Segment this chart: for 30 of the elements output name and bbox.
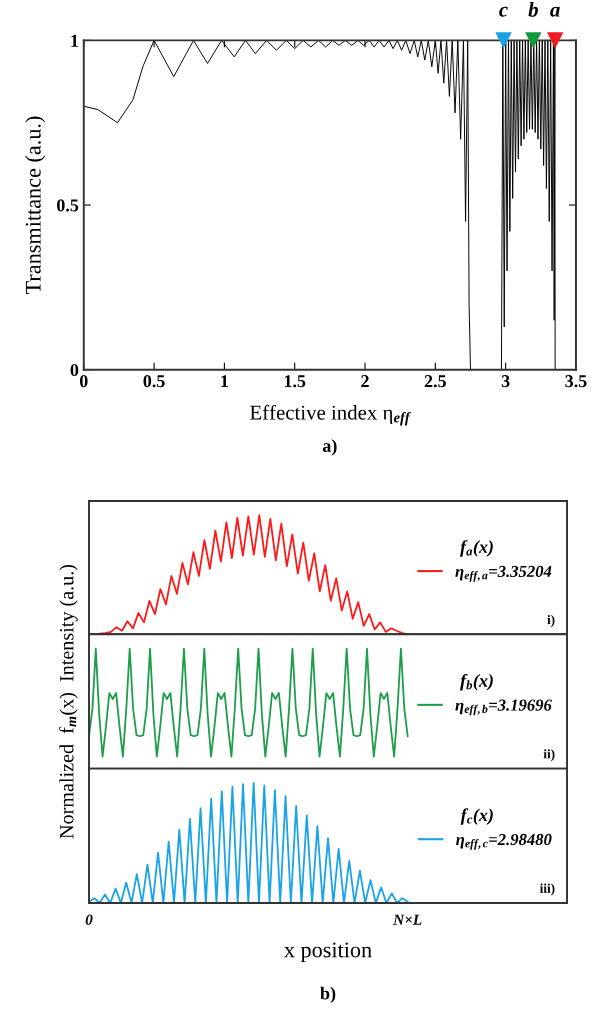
annotation: b: [528, 2, 538, 17]
x-tick-label: 1.5: [284, 375, 306, 388]
y-axis-title: Normalized f$_{m}$(x) Intensity (a.u.): [59, 564, 78, 839]
x-tick-label: 0.5: [143, 375, 165, 388]
x-tick-label: 0: [79, 375, 88, 388]
legend-label: η$_{eff,b}$=3.19696: [455, 699, 552, 716]
x-tick-label: 3.5: [565, 375, 587, 388]
x-tick-label: 2.5: [424, 375, 446, 388]
y-tick-label: 1: [71, 34, 78, 47]
annotation: a: [550, 6, 560, 17]
y-tick-label: 0.5: [57, 199, 79, 212]
text: iii): [539, 883, 555, 896]
legend-title: f$_{a}$(x): [460, 540, 493, 557]
text: i): [547, 614, 555, 627]
y-axis-title: Transmittance (a.u.): [25, 116, 46, 295]
x-tick-label: N×L: [393, 914, 422, 925]
legend-title: f$_{c}$(x): [460, 808, 493, 825]
text: ii): [543, 749, 555, 762]
x-tick-label: 1: [221, 375, 228, 388]
x-tick-label: 2: [361, 375, 369, 388]
text: a): [322, 439, 337, 456]
legend-title: f$_{b}$(x): [460, 673, 493, 691]
legend-label: η$_{eff,c}$=2.98480: [456, 833, 552, 850]
y-tick-label: 0: [70, 363, 79, 377]
text: b): [320, 986, 336, 1004]
x-axis-title: x position: [284, 942, 372, 962]
x-tick-label: 3: [501, 375, 510, 388]
legend-label: η$_{eff,a}$=3.35204: [455, 565, 552, 582]
x-axis-title: Effective index η$_{eff}$: [250, 404, 411, 426]
annotation: c: [499, 6, 508, 17]
